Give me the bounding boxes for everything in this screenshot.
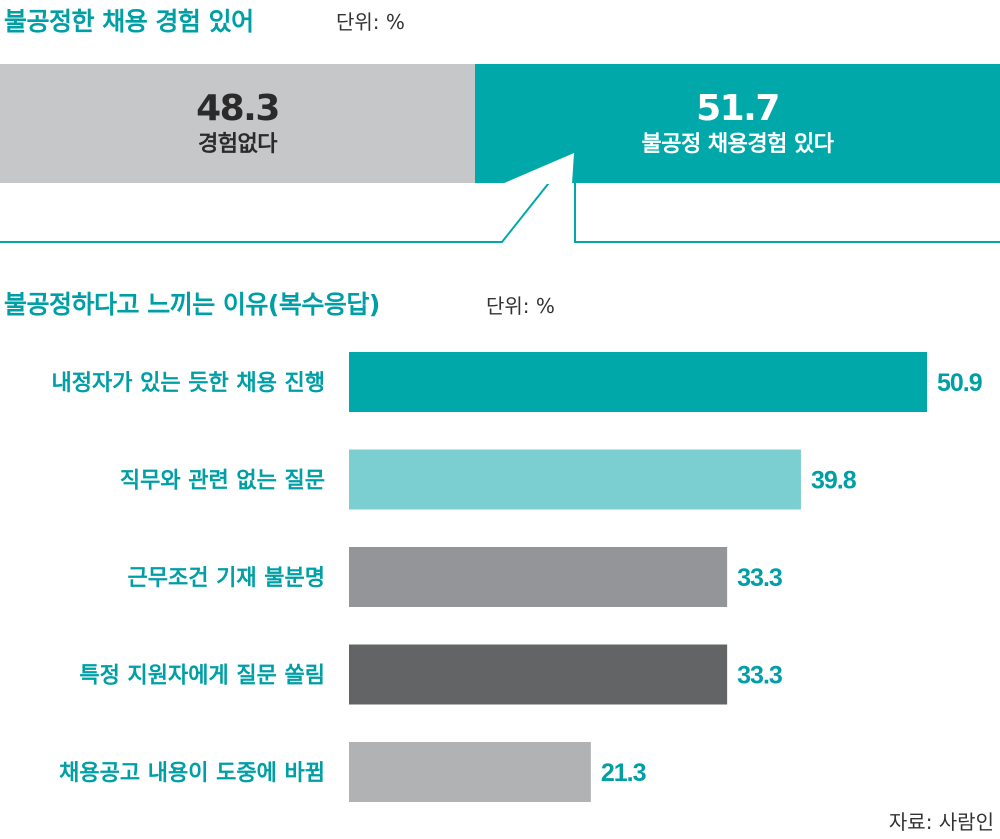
split-bar-segment-no: 48.3 경험없다 (0, 64, 475, 183)
value-label: 39.8 (811, 467, 857, 495)
section2-unit: 단위: % (486, 294, 555, 318)
bar (349, 742, 591, 802)
bar (349, 644, 728, 705)
segment-label: 불공정 채용경험 있다 (641, 131, 834, 157)
bar (349, 352, 927, 412)
value-label: 33.3 (737, 564, 782, 592)
category-label: 근무조건 기재 불분명 (128, 566, 325, 591)
value-label: 50.9 (937, 369, 982, 397)
category-label: 직무와 관련 없는 질문 (120, 469, 325, 494)
section2-title: 불공정하다고 느끼는 이유(복수응답) (4, 290, 380, 319)
callout-line (0, 150, 1000, 243)
segment-value: 48.3 (196, 87, 280, 129)
segment-label: 경험없다 (198, 131, 277, 157)
reasons-bar-chart: 내정자가 있는 듯한 채용 진행 50.9 직무와 관련 없는 질문 39.8 근무조건… (51, 352, 983, 802)
value-label: 21.3 (601, 759, 646, 787)
category-label: 채용공고 내용이 도중에 바뀜 (59, 761, 325, 786)
section1-title: 불공정한 채용 경험 있어 (4, 7, 254, 36)
value-label: 33.3 (737, 662, 782, 690)
section1-unit: 단위: % (336, 10, 405, 34)
category-label: 특정 지원자에게 질문 쏠림 (79, 664, 325, 689)
category-label: 내정자가 있는 듯한 채용 진행 (51, 371, 325, 396)
bar (349, 547, 728, 607)
bar (349, 449, 801, 510)
source-note: 자료: 사람인 (888, 810, 994, 834)
segment-value: 51.7 (696, 87, 780, 129)
